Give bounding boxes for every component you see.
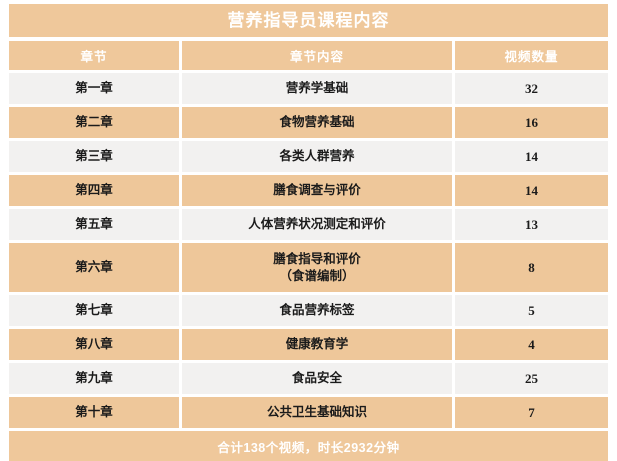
column-divider [452, 329, 455, 360]
row-divider [9, 172, 608, 175]
cell-content: 膳食调查与评价 [182, 175, 452, 206]
table-body: 第一章 营养学基础 32 第二章 食物营养基础 16 第三章 各类人群营养 14… [9, 73, 608, 431]
cell-video-count: 8 [455, 243, 608, 292]
cell-content: 各类人群营养 [182, 141, 452, 172]
table-row: 第三章 各类人群营养 14 [9, 141, 608, 172]
cell-content-text: 膳食指导和评价 [273, 251, 361, 266]
row-divider [9, 138, 608, 141]
cell-content: 膳食指导和评价 （食谱编制） [182, 243, 452, 292]
column-divider [179, 209, 182, 240]
cell-content: 食品安全 [182, 363, 452, 394]
column-divider [179, 243, 182, 292]
cell-video-count: 13 [455, 209, 608, 240]
table-row: 第十章 公共卫生基础知识 7 [9, 397, 608, 428]
cell-chapter: 第七章 [9, 295, 179, 326]
cell-video-count: 16 [455, 107, 608, 138]
column-header-content: 章节内容 [182, 41, 452, 70]
table-header-row: 章节 章节内容 视频数量 [9, 41, 608, 70]
row-divider [9, 292, 608, 295]
cell-video-count: 4 [455, 329, 608, 360]
column-divider [179, 329, 182, 360]
cell-video-count: 14 [455, 141, 608, 172]
cell-content-text: 营养学基础 [285, 81, 349, 96]
cell-content: 健康教育学 [182, 329, 452, 360]
cell-chapter: 第十章 [9, 397, 179, 428]
cell-content: 食物营养基础 [182, 107, 452, 138]
row-divider [9, 206, 608, 209]
cell-content-text: 公共卫生基础知识 [266, 405, 367, 420]
column-divider [452, 243, 455, 292]
title-header-divider [9, 37, 608, 41]
cell-chapter: 第四章 [9, 175, 179, 206]
cell-content-text: 各类人群营养 [279, 149, 355, 164]
page-title: 营养指导员课程内容 [227, 11, 390, 30]
cell-content-text: 膳食调查与评价 [273, 183, 361, 198]
table-footer-band: 合计138个视频，时长2932分钟 [9, 431, 608, 461]
table-row: 第四章 膳食调查与评价 14 [9, 175, 608, 206]
column-divider [452, 363, 455, 394]
cell-content: 人体营养状况测定和评价 [182, 209, 452, 240]
cell-content-text: 健康教育学 [285, 337, 349, 352]
cell-chapter: 第一章 [9, 73, 179, 104]
cell-chapter: 第八章 [9, 329, 179, 360]
cell-chapter: 第二章 [9, 107, 179, 138]
table-row: 第七章 食品营养标签 5 [9, 295, 608, 326]
column-divider [179, 73, 182, 104]
table-row: 第二章 食物营养基础 16 [9, 107, 608, 138]
cell-content-subtext: （食谱编制） [279, 268, 355, 283]
table-row: 第五章 人体营养状况测定和评价 13 [9, 209, 608, 240]
cell-content-text: 食品安全 [291, 371, 342, 386]
column-divider [452, 141, 455, 172]
cell-chapter: 第六章 [9, 243, 179, 292]
column-divider [452, 295, 455, 326]
row-divider [9, 104, 608, 107]
cell-content: 食品营养标签 [182, 295, 452, 326]
header-body-divider [9, 70, 608, 73]
cell-chapter: 第五章 [9, 209, 179, 240]
column-divider [179, 363, 182, 394]
cell-video-count: 25 [455, 363, 608, 394]
cell-video-count: 32 [455, 73, 608, 104]
row-divider [9, 240, 608, 243]
cell-content-text: 人体营养状况测定和评价 [248, 217, 386, 232]
column-divider [179, 107, 182, 138]
column-divider [179, 175, 182, 206]
column-divider [452, 73, 455, 104]
table-row: 第八章 健康教育学 4 [9, 329, 608, 360]
column-divider [179, 295, 182, 326]
cell-video-count: 7 [455, 397, 608, 428]
column-divider [452, 107, 455, 138]
column-divider [179, 397, 182, 428]
row-divider [9, 394, 608, 397]
column-divider [452, 175, 455, 206]
cell-chapter: 第九章 [9, 363, 179, 394]
column-divider [452, 397, 455, 428]
cell-video-count: 14 [455, 175, 608, 206]
footer-summary: 合计138个视频，时长2932分钟 [217, 440, 400, 455]
table-row: 第九章 食品安全 25 [9, 363, 608, 394]
table-row: 第一章 营养学基础 32 [9, 73, 608, 104]
course-content-table: 营养指导员课程内容 章节 章节内容 视频数量 第一章 营养学基础 32 第二章 … [9, 4, 608, 461]
cell-content-text: 食品营养标签 [279, 303, 355, 318]
table-row: 第六章 膳食指导和评价 （食谱编制） 8 [9, 243, 608, 292]
column-divider [452, 41, 455, 70]
cell-content: 公共卫生基础知识 [182, 397, 452, 428]
cell-content: 营养学基础 [182, 73, 452, 104]
cell-content-text: 食物营养基础 [279, 115, 355, 130]
cell-video-count: 5 [455, 295, 608, 326]
row-divider [9, 360, 608, 363]
column-divider [179, 41, 182, 70]
column-header-chapter: 章节 [9, 41, 179, 70]
cell-chapter: 第三章 [9, 141, 179, 172]
row-divider [9, 326, 608, 329]
column-divider [452, 209, 455, 240]
column-header-video-count: 视频数量 [455, 41, 608, 70]
column-divider [179, 141, 182, 172]
table-title-band: 营养指导员课程内容 [9, 4, 608, 37]
